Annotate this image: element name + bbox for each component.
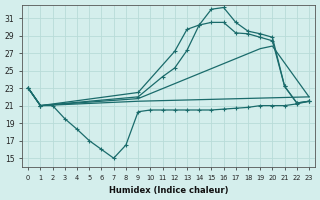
X-axis label: Humidex (Indice chaleur): Humidex (Indice chaleur): [109, 186, 228, 195]
